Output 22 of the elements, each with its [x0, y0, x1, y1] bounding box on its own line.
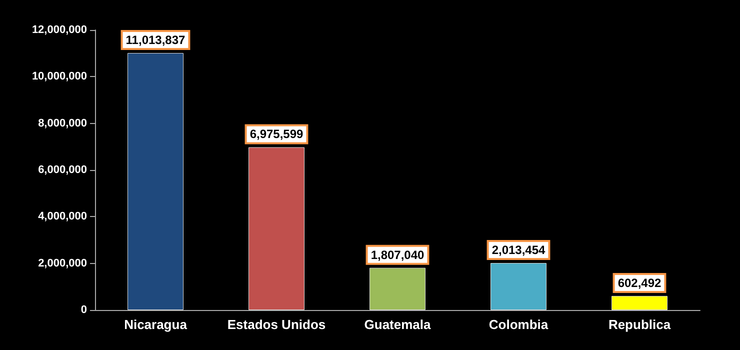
- bar: [490, 263, 546, 310]
- data-label: 1,807,040: [370, 248, 425, 262]
- data-label: 602,492: [618, 276, 662, 290]
- data-label: 11,013,837: [126, 33, 186, 48]
- x-tick-label: Republica: [608, 317, 672, 332]
- bar: [370, 268, 426, 310]
- y-tick-label: 12,000,000: [32, 24, 87, 36]
- x-tick-label: Guatemala: [364, 317, 432, 332]
- bar: [128, 53, 184, 310]
- y-tick-label: 0: [80, 304, 87, 316]
- bar: [612, 296, 668, 310]
- y-tick-label: 4,000,000: [38, 210, 87, 223]
- data-label: 6,975,599: [250, 127, 304, 142]
- y-tick-label: 8,000,000: [38, 117, 87, 130]
- x-tick-label: Nicaragua: [124, 317, 188, 332]
- y-tick-label: 10,000,000: [32, 70, 87, 83]
- x-tick-label: Colombia: [488, 317, 549, 332]
- x-tick-label: Estados Unidos: [227, 317, 326, 332]
- bar: [248, 147, 304, 310]
- y-tick-label: 2,000,000: [38, 257, 87, 270]
- data-label: 2,013,454: [492, 243, 546, 258]
- y-tick-label: 6,000,000: [38, 164, 87, 176]
